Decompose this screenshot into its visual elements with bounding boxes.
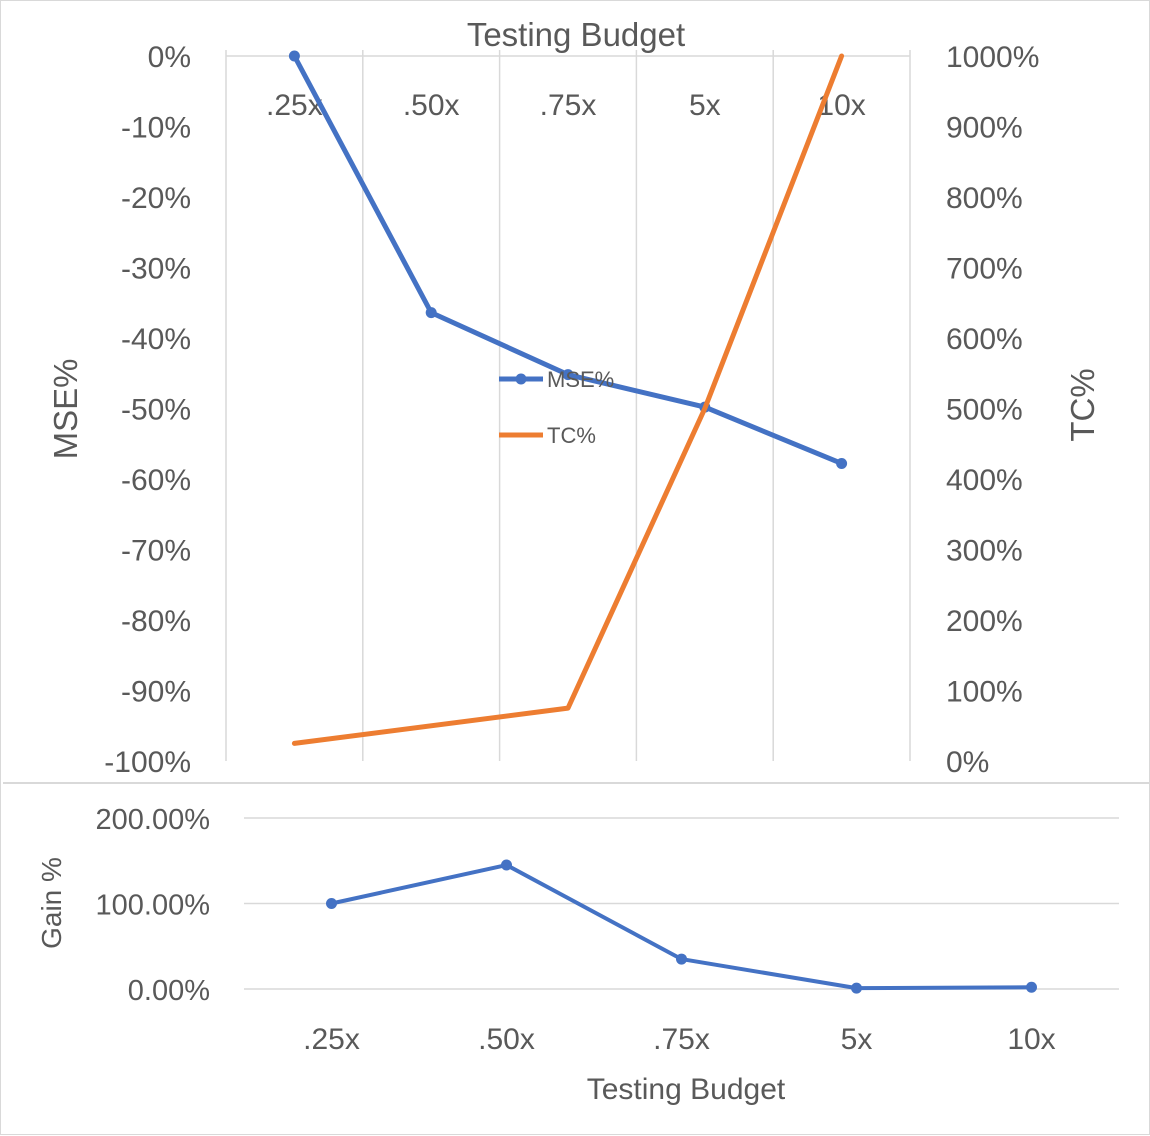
left-axis-tick-label: -90% (121, 676, 191, 709)
top-chart-axes (225, 50, 911, 57)
left-axis-tick-label: -60% (121, 464, 191, 497)
top-chart-series (288, 50, 848, 746)
right-axis-tick-label: 700% (946, 253, 1023, 286)
bottom-y-tick-label: 0.00% (128, 975, 210, 1007)
gain-series-line (329, 863, 1034, 991)
top-category-tick-label: 5x (689, 89, 721, 122)
gain-data-point (1026, 981, 1037, 993)
left-axis-tick-label: 0% (148, 41, 191, 74)
mse-pct-data-point (562, 369, 574, 381)
left-axis-tick-label: -10% (121, 112, 191, 145)
legend-label-mse-pct: MSE% (547, 367, 614, 392)
top-category-tick-label: .50x (403, 89, 460, 122)
gain-data-point (851, 982, 862, 994)
top-chart-title: Testing Budget (467, 16, 685, 53)
left-axis-tick-label: -80% (121, 605, 191, 638)
bottom-y-tick-label: 200.00% (96, 804, 211, 836)
top-right-axis-title: TC% (1064, 368, 1101, 441)
left-axis-tick-label: -20% (121, 182, 191, 215)
right-axis-tick-label: 1000% (946, 41, 1039, 74)
tc-pct-series-line (291, 53, 845, 746)
bottom-y-tick-label: 100.00% (96, 890, 211, 922)
bottom-y-axis-title: Gain % (36, 857, 67, 949)
bottom-x-tick-label: .25x (303, 1023, 360, 1056)
top-category-tick-label: .75x (540, 89, 597, 122)
legend-label-tc-pct: TC% (547, 423, 596, 448)
right-axis-tick-label: 800% (946, 182, 1023, 215)
left-axis-tick-label: -100% (104, 746, 191, 779)
right-axis-tick-label: 500% (946, 394, 1023, 427)
mse-pct-data-point (288, 50, 300, 62)
left-axis-tick-label: -70% (121, 535, 191, 568)
bottom-chart-series (326, 859, 1037, 994)
left-axis-tick-label: -40% (121, 323, 191, 356)
bottom-x-axis-title: Testing Budget (587, 1073, 786, 1106)
top-left-axis-title: MSE% (47, 359, 84, 460)
right-axis-tick-label: 400% (946, 464, 1023, 497)
right-axis-tick-label: 0% (946, 746, 989, 779)
gain-data-point (501, 859, 512, 871)
right-axis-tick-label: 100% (946, 676, 1023, 709)
bottom-x-tick-label: .75x (653, 1023, 710, 1056)
right-axis-tick-label: 200% (946, 605, 1023, 638)
top-chart-gridlines (225, 56, 911, 761)
right-axis-tick-label: 300% (946, 535, 1023, 568)
left-axis-tick-label: -30% (121, 253, 191, 286)
gain-data-point (676, 953, 687, 965)
mse-pct-data-point (836, 457, 848, 469)
bottom-x-tick-label: 10x (1007, 1023, 1055, 1056)
left-axis-tick-label: -50% (121, 394, 191, 427)
legend-marker-mse-pct (515, 373, 527, 385)
right-axis-tick-label: 900% (946, 112, 1023, 145)
bottom-chart-tick-labels: 200.00% 100.00% 0.00% .25x .50x .75x 5x 10x (96, 804, 1056, 1056)
bottom-x-tick-label: 5x (841, 1023, 873, 1056)
right-axis-tick-label: 600% (946, 323, 1023, 356)
bottom-x-tick-label: .50x (478, 1023, 535, 1056)
top-chart-legend: MSE% TC% (499, 367, 614, 448)
mse-pct-data-point (425, 307, 437, 319)
top-chart-tick-labels: 0% -10% -20% -30% -40% -50% -60% -70% -80% -90% -1… (104, 41, 1039, 779)
gain-data-point (326, 898, 337, 909)
